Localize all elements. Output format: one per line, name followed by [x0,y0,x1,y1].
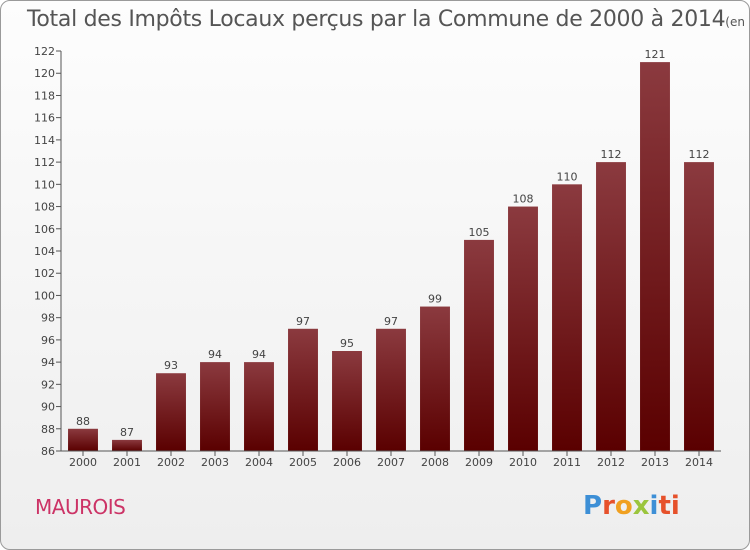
data-label: 88 [76,415,90,428]
bar [112,439,142,451]
x-tick-label: 2013 [641,456,669,469]
logo-letter: x [632,491,650,521]
x-tick-label: 2002 [157,456,185,469]
data-label: 93 [164,359,178,372]
bar [200,362,230,451]
logo-letter: o [614,491,633,521]
bar [332,351,362,451]
y-tick-label: 100 [34,289,55,302]
x-tick-label: 2001 [113,456,141,469]
proxiti-logo: Proxiti [583,491,680,521]
x-tick-label: 2012 [597,456,625,469]
y-tick-label: 102 [34,267,55,280]
x-tick-label: 2007 [377,456,405,469]
data-label: 97 [296,315,310,328]
data-label: 110 [557,170,578,183]
y-tick-label: 86 [41,445,55,458]
y-tick-label: 98 [41,312,55,325]
bar [640,62,670,451]
x-tick-label: 2009 [465,456,493,469]
bar [288,328,318,451]
bar [244,362,274,451]
bar [420,306,450,451]
bar [552,184,582,452]
data-label: 87 [120,426,134,439]
bar [68,428,98,451]
data-label: 108 [513,193,534,206]
bar [464,239,494,451]
x-tick-label: 2005 [289,456,317,469]
y-tick-label: 110 [34,178,55,191]
y-tick-label: 112 [34,156,55,169]
commune-name: MAUROIS [35,495,126,519]
y-tick-label: 96 [41,334,55,347]
data-label: 121 [645,48,666,61]
x-tick-label: 2004 [245,456,273,469]
data-label: 94 [252,348,266,361]
y-tick-label: 120 [34,67,55,80]
y-tick-label: 108 [34,201,55,214]
y-tick-label: 88 [41,423,55,436]
logo-letter: i [649,491,659,521]
bar [376,328,406,451]
bar [684,162,714,451]
chart-title-text: Total des Impôts Locaux perçus par la Co… [27,7,726,32]
bar [156,373,186,451]
data-label: 112 [689,148,710,161]
x-tick-label: 2008 [421,456,449,469]
data-label: 112 [601,148,622,161]
x-tick-label: 2006 [333,456,361,469]
y-tick-label: 114 [34,134,55,147]
x-tick-label: 2010 [509,456,537,469]
y-tick-label: 104 [34,245,55,258]
chart-unit-note: (en milliers d'€) [725,15,749,29]
y-tick-label: 106 [34,223,55,236]
y-tick-label: 116 [34,112,55,125]
logo-letter: P [583,491,603,521]
x-tick-label: 2000 [69,456,97,469]
bar [508,206,538,451]
y-tick-label: 94 [41,356,55,369]
data-label: 95 [340,337,354,350]
chart-title: Total des Impôts Locaux perçus par la Co… [27,7,749,32]
bar [596,162,626,451]
logo-letter: r [602,491,615,521]
y-tick-label: 122 [34,45,55,58]
y-tick-label: 92 [41,378,55,391]
x-tick-label: 2011 [553,456,581,469]
y-tick-label: 90 [41,401,55,414]
logo-letter: ti [658,491,680,521]
data-label: 105 [469,226,490,239]
y-tick-label: 118 [34,89,55,102]
data-label: 94 [208,348,222,361]
x-tick-label: 2003 [201,456,229,469]
data-label: 99 [428,293,442,306]
x-tick-label: 2014 [685,456,713,469]
data-label: 97 [384,315,398,328]
